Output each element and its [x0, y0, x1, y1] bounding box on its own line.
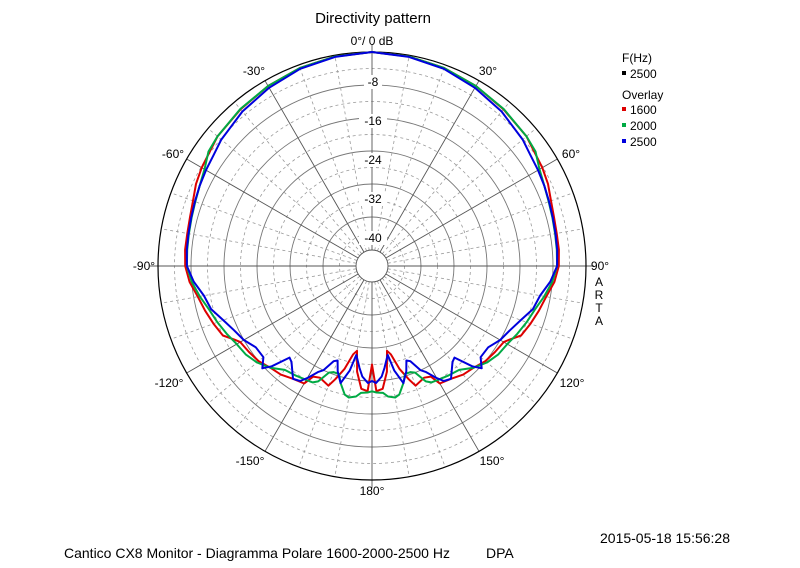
- grid-spoke-minor: [161, 228, 357, 264]
- grid-spoke-minor: [383, 275, 537, 404]
- grid-spoke-minor: [234, 101, 363, 255]
- grid-spoke-minor: [386, 192, 574, 261]
- legend-swatch-2000: [622, 123, 626, 127]
- angle-label-m30: -30°: [243, 64, 265, 78]
- grid-spoke: [385, 158, 558, 259]
- grid-spoke: [264, 279, 365, 452]
- ring-labels: -8 -16 -24 -32 -40: [359, 75, 387, 245]
- grid-spoke-minor: [381, 277, 510, 431]
- angle-label-p90: 90°: [591, 259, 609, 273]
- angle-label-m90: -90°: [133, 259, 155, 273]
- grid-spoke-minor: [387, 268, 583, 304]
- grid-spoke-minor: [386, 271, 574, 340]
- grid-spoke: [186, 273, 359, 374]
- ring-label-bg: [359, 231, 387, 245]
- side-label-char: T: [595, 301, 603, 315]
- grid-spoke-minor: [381, 101, 510, 255]
- series-layer: [184, 51, 560, 399]
- side-label-char: A: [595, 275, 603, 289]
- angle-label-180: 180°: [360, 484, 385, 498]
- grid-spoke-minor: [207, 128, 361, 257]
- angle-label-m120: -120°: [155, 376, 184, 390]
- angle-label-m150: -150°: [236, 454, 265, 468]
- angle-label-m60: -60°: [162, 147, 184, 161]
- grid-spoke: [385, 273, 558, 374]
- grid-spoke-minor: [298, 64, 367, 252]
- top-label: 0°/ 0 dB: [351, 34, 394, 48]
- grid-spoke-minor: [207, 275, 361, 404]
- grid-center-circle: [355, 249, 389, 283]
- ring-label: -24: [364, 153, 382, 167]
- legend-freq-header: F(Hz): [622, 51, 652, 65]
- grid-spoke-minor: [377, 280, 446, 468]
- grid-spoke-minor: [170, 192, 358, 261]
- angle-label-p150: 150°: [480, 454, 505, 468]
- ring-label: -16: [364, 114, 382, 128]
- legend-swatch-2500: [622, 139, 626, 143]
- grid-spoke-minor: [161, 268, 357, 304]
- angle-label-p60: 60°: [562, 147, 580, 161]
- side-label-char: R: [595, 288, 604, 302]
- ring-label-bg: [359, 153, 387, 167]
- grid-spoke: [186, 158, 359, 259]
- grid-spoke-minor: [298, 280, 367, 468]
- axis-labels: 0°/ 0 dB -30° 30° -60° 60° -90° 90° -120…: [133, 34, 609, 498]
- grid-spoke-minor: [374, 281, 410, 477]
- legend-item-2000: 2000: [630, 119, 657, 133]
- angle-label-p120: 120°: [560, 376, 585, 390]
- grid-spoke: [264, 80, 365, 253]
- footer-brand: DPA: [486, 545, 514, 561]
- grid-spoke-minor: [170, 271, 358, 340]
- series-line-2500: [185, 51, 559, 385]
- legend-swatch-1600: [622, 107, 626, 111]
- grid-spoke: [379, 279, 480, 452]
- ring-label: -32: [364, 192, 382, 206]
- grid-spoke-minor: [383, 128, 537, 257]
- ring-label: -8: [368, 75, 379, 89]
- series-line-1600: [184, 51, 560, 393]
- legend: F(Hz) 2500 Overlay 1600 2000 2500: [622, 51, 663, 149]
- grid-spoke-minor: [334, 281, 370, 477]
- ring-label-bg: [359, 114, 387, 128]
- ring-label-bg: [364, 75, 382, 89]
- chart-title: Directivity pattern: [315, 10, 431, 27]
- timestamp: 2015-05-18 15:56:28: [600, 530, 730, 546]
- legend-item-2500: 2500: [630, 135, 657, 149]
- legend-freq-swatch: [622, 71, 626, 75]
- grid-spoke-minor: [334, 55, 370, 251]
- grid-spoke-minor: [377, 64, 446, 252]
- grid-spoke-minor: [234, 277, 363, 431]
- side-label-char: A: [595, 314, 603, 328]
- grid-spoke-minor: [387, 228, 583, 264]
- grid-spoke-minor: [374, 55, 410, 251]
- polar-grid: [150, 44, 594, 488]
- legend-item-1600: 1600: [630, 103, 657, 117]
- footer-caption: Cantico CX8 Monitor - Diagramma Polare 1…: [64, 545, 450, 561]
- ring-label: -40: [364, 231, 382, 245]
- legend-overlay-header: Overlay: [622, 88, 663, 102]
- grid-spoke: [379, 80, 480, 253]
- legend-freq-value: 2500: [630, 67, 657, 81]
- angle-label-p30: 30°: [479, 64, 497, 78]
- ring-label-bg: [359, 192, 387, 206]
